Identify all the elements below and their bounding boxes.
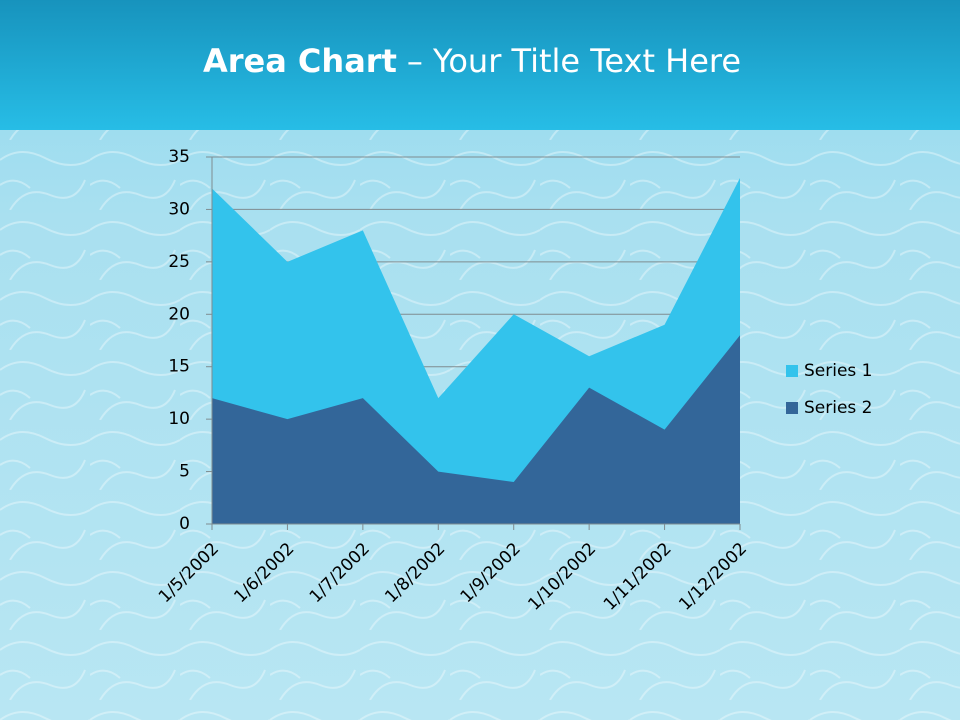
- y-tick-label: 35: [168, 147, 190, 167]
- title-rest: – Your Title Text Here: [407, 42, 741, 80]
- legend-label: Series 2: [804, 398, 873, 418]
- y-tick-label: 10: [168, 409, 190, 429]
- y-tick-label: 25: [168, 252, 190, 272]
- title-band: [0, 0, 960, 130]
- legend-label: Series 1: [804, 361, 873, 381]
- legend-swatch: [786, 402, 798, 414]
- slide-title: Area Chart – Your Title Text Here: [203, 42, 741, 80]
- y-tick-label: 30: [168, 199, 190, 219]
- legend-swatch: [786, 365, 798, 377]
- y-tick-label: 0: [179, 514, 190, 534]
- y-tick-label: 15: [168, 357, 190, 377]
- area: [212, 335, 740, 524]
- y-tick-label: 20: [168, 304, 190, 324]
- title-bold: Area Chart: [203, 42, 397, 80]
- y-tick-label: 5: [179, 462, 190, 482]
